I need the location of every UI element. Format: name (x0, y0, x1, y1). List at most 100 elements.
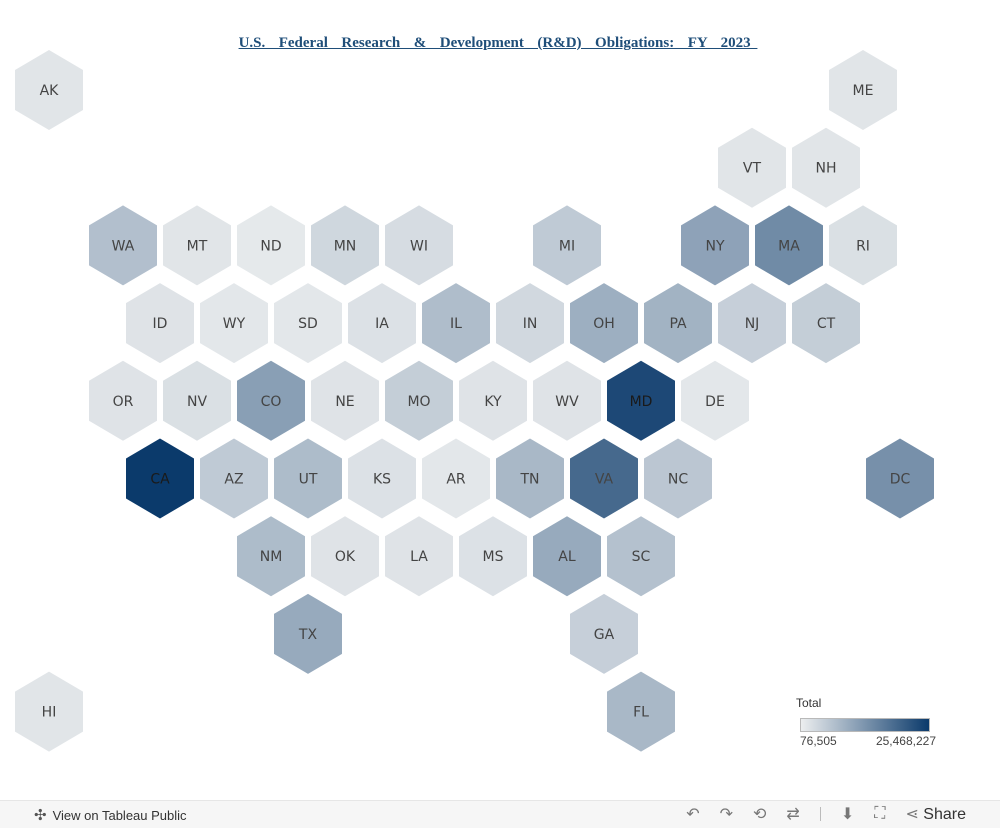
hex-label-ms: MS (483, 549, 504, 565)
hex-shape-la (385, 516, 453, 597)
hex-tile-mn[interactable]: MN (311, 205, 379, 286)
hex-tile-va[interactable]: VA (570, 438, 638, 519)
hex-shape-ct (792, 283, 860, 364)
hex-label-hi: HI (42, 705, 57, 721)
view-on-tableau-link[interactable]: ✣ View on Tableau Public (34, 806, 187, 824)
hex-label-md: MD (630, 394, 653, 410)
hex-tile-mo[interactable]: MO (385, 360, 453, 441)
hex-label-dc: DC (890, 472, 911, 488)
hex-tile-ga[interactable]: GA (570, 593, 638, 674)
hex-tile-hi[interactable]: HI (15, 671, 83, 752)
hex-shape-nj (718, 283, 786, 364)
hex-tile-id[interactable]: ID (126, 283, 194, 364)
hex-label-va: VA (595, 472, 614, 488)
hex-shape-va (570, 438, 638, 519)
hex-label-id: ID (153, 316, 168, 332)
hex-tile-nm[interactable]: NM (237, 516, 305, 597)
hex-tile-in[interactable]: IN (496, 283, 564, 364)
hex-shape-id (126, 283, 194, 364)
hex-tile-ky[interactable]: KY (459, 360, 527, 441)
hex-tile-vt[interactable]: VT (718, 127, 786, 208)
hex-tile-il[interactable]: IL (422, 283, 490, 364)
hex-shape-dc (866, 438, 934, 519)
redo-icon[interactable]: ↷ (719, 806, 734, 823)
hex-tile-al[interactable]: AL (533, 516, 601, 597)
hex-label-mn: MN (334, 238, 357, 254)
share-button[interactable]: ⋖ Share (905, 804, 966, 824)
hex-shape-vt (718, 127, 786, 208)
hex-tile-la[interactable]: LA (385, 516, 453, 597)
hex-label-mt: MT (187, 238, 208, 254)
hex-label-ri: RI (856, 238, 870, 254)
hex-tile-sd[interactable]: SD (274, 283, 342, 364)
hex-tile-wv[interactable]: WV (533, 360, 601, 441)
hex-tile-mt[interactable]: MT (163, 205, 231, 286)
hex-tile-nh[interactable]: NH (792, 127, 860, 208)
hex-tile-co[interactable]: CO (237, 360, 305, 441)
hex-shape-ri (829, 205, 897, 286)
hex-shape-co (237, 360, 305, 441)
hex-tile-me[interactable]: ME (829, 50, 897, 130)
undo-icon[interactable]: ↶ (686, 806, 700, 823)
hex-shape-in (496, 283, 564, 364)
hex-shape-me (829, 50, 897, 130)
hex-shape-wy (200, 283, 268, 364)
hex-shape-wa (89, 205, 157, 286)
hex-label-il: IL (450, 316, 462, 332)
hex-shape-ia (348, 283, 416, 364)
hex-tile-ar[interactable]: AR (422, 438, 490, 519)
hex-label-ks: KS (373, 472, 391, 488)
hex-tile-nv[interactable]: NV (163, 360, 231, 441)
hex-tile-md[interactable]: MD (607, 360, 675, 441)
tableau-toolbar: ✣ View on Tableau Public ↶ ↷ ⟲ ⇄ ⬇ ⛶ ⋖ S… (0, 800, 1000, 828)
hex-shape-ga (570, 593, 638, 674)
hex-tile-ak[interactable]: AK (15, 50, 83, 130)
hex-shape-wv (533, 360, 601, 441)
hex-tile-ma[interactable]: MA (755, 205, 823, 286)
hex-tile-ks[interactable]: KS (348, 438, 416, 519)
hex-tile-ia[interactable]: IA (348, 283, 416, 364)
hex-tile-nd[interactable]: ND (237, 205, 305, 286)
hex-shape-nv (163, 360, 231, 441)
hex-tile-sc[interactable]: SC (607, 516, 675, 597)
download-icon[interactable]: ⬇ (840, 806, 855, 823)
hex-label-mo: MO (407, 394, 430, 410)
refresh-icon[interactable]: ⇄ (786, 806, 800, 823)
hex-tile-tx[interactable]: TX (274, 593, 342, 674)
hex-label-fl: FL (633, 705, 649, 721)
revert-icon[interactable]: ⟲ (753, 806, 767, 823)
hex-tile-ca[interactable]: CA (126, 438, 194, 519)
hex-tile-nj[interactable]: NJ (718, 283, 786, 364)
hex-label-ne: NE (335, 394, 354, 410)
hex-tile-tn[interactable]: TN (496, 438, 564, 519)
hex-tile-nc[interactable]: NC (644, 438, 712, 519)
hex-tile-az[interactable]: AZ (200, 438, 268, 519)
hex-tile-de[interactable]: DE (681, 360, 749, 441)
hex-tile-ut[interactable]: UT (274, 438, 342, 519)
hex-label-or: OR (113, 394, 134, 410)
hex-tile-ne[interactable]: NE (311, 360, 379, 441)
legend-max-label: 25,468,227 (875, 734, 936, 748)
hex-tile-dc[interactable]: DC (866, 438, 934, 519)
hex-tile-wi[interactable]: WI (385, 205, 453, 286)
hex-tile-wa[interactable]: WA (89, 205, 157, 286)
hex-tile-or[interactable]: OR (89, 360, 157, 441)
fullscreen-icon[interactable]: ⛶ (874, 805, 886, 822)
hex-label-nc: NC (668, 472, 688, 488)
hex-label-de: DE (705, 394, 725, 410)
hex-tile-ri[interactable]: RI (829, 205, 897, 286)
toolbar-divider (819, 807, 821, 821)
hex-label-ma: MA (778, 238, 800, 254)
hex-tile-oh[interactable]: OH (570, 283, 638, 364)
hex-tile-ms[interactable]: MS (459, 516, 527, 597)
hex-tile-ok[interactable]: OK (311, 516, 379, 597)
hex-shape-or (89, 360, 157, 441)
hex-tile-wy[interactable]: WY (200, 283, 268, 364)
hex-label-la: LA (410, 549, 428, 565)
hex-shape-il (422, 283, 490, 364)
hex-tile-pa[interactable]: PA (644, 283, 712, 364)
hex-tile-mi[interactable]: MI (533, 205, 601, 286)
hex-tile-fl[interactable]: FL (607, 671, 675, 752)
hex-tile-ny[interactable]: NY (681, 205, 749, 286)
hex-tile-ct[interactable]: CT (792, 283, 860, 364)
